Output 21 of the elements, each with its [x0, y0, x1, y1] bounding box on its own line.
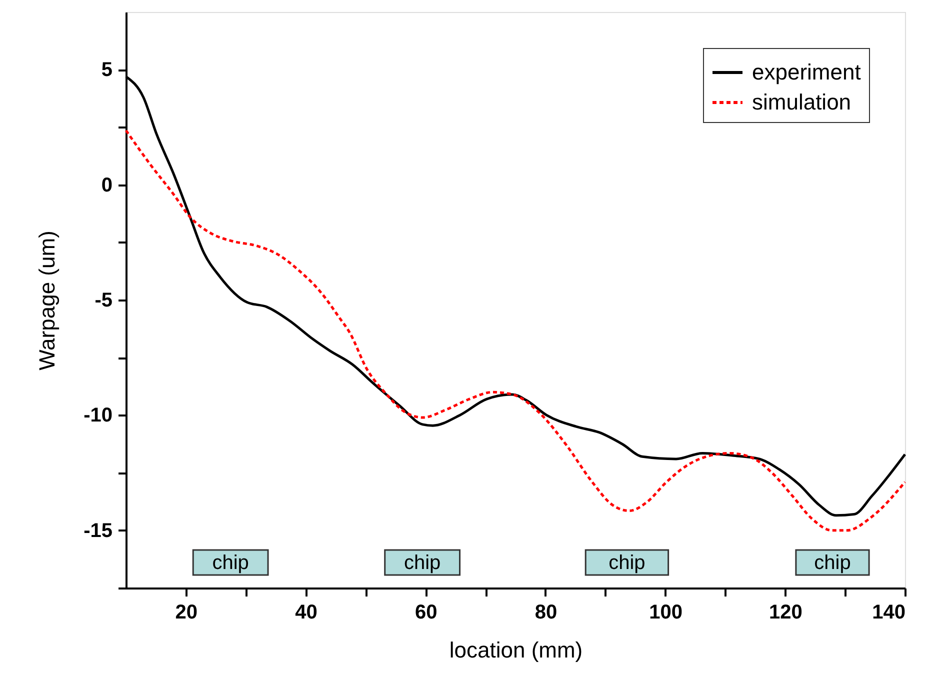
y-tick-label: -15 [84, 520, 112, 542]
y-tick-label: -10 [84, 404, 112, 427]
x-tick-label: 80 [534, 602, 558, 624]
line-series [124, 129, 906, 532]
band-label: chip [404, 552, 441, 574]
x-tick-label: 140 [872, 602, 906, 624]
legend-label: simulation [752, 90, 852, 114]
x-tick-label: 100 [649, 602, 682, 624]
y-tick-label: 0 [101, 174, 112, 196]
band-label: chip [814, 552, 851, 574]
x-axis-title: location (mm) [449, 638, 583, 662]
y-tick-label: -5 [94, 290, 112, 312]
x-tick-label: 120 [768, 602, 802, 624]
x-tick-label: 40 [295, 602, 318, 624]
y-axis-title: Warpage (um) [34, 230, 60, 370]
band-label: chip [608, 552, 646, 574]
legend-label: experiment [752, 60, 861, 84]
y-tick-label: 5 [101, 59, 112, 82]
x-tick-label: 20 [175, 602, 198, 624]
band-label: chip [212, 552, 249, 574]
x-tick-label: 60 [414, 602, 438, 624]
